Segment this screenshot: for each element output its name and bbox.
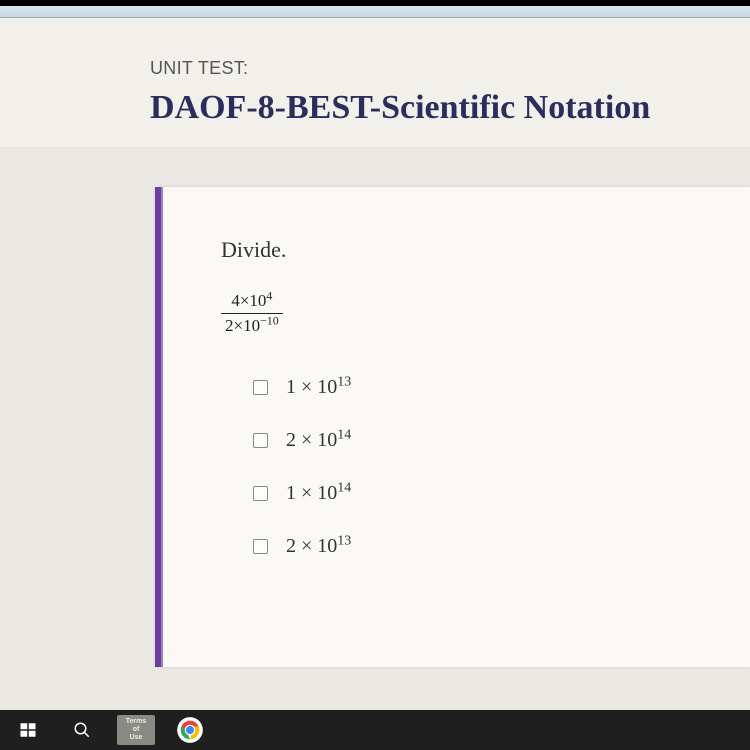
checkbox-icon[interactable]: [253, 539, 268, 554]
expression-fraction: 4×104 2×10−10: [221, 291, 283, 336]
denominator-base: 2×10: [225, 316, 260, 335]
fraction-numerator: 4×104: [221, 291, 283, 314]
option-coef: 1: [286, 482, 296, 504]
option-3[interactable]: 1 × 1014: [253, 482, 710, 505]
numerator-exponent: 4: [266, 288, 272, 302]
checkbox-icon[interactable]: [253, 433, 268, 448]
denominator-exponent: −10: [260, 313, 279, 327]
content-wrapper: Divide. 4×104 2×10−10 1 × 1013: [0, 147, 750, 667]
option-exp: 14: [337, 480, 351, 495]
search-icon: [73, 721, 91, 739]
option-coef: 1: [286, 376, 296, 398]
terms-icon: TermsofUse: [117, 715, 155, 745]
option-text: 1 × 1013: [286, 376, 351, 399]
search-button[interactable]: [62, 714, 102, 746]
option-2[interactable]: 2 × 1014: [253, 429, 710, 452]
windows-icon: [19, 721, 37, 739]
option-4[interactable]: 2 × 1013: [253, 535, 710, 558]
browser-top-bar: [0, 6, 750, 18]
answer-options: 1 × 1013 2 × 1014 1 × 1014: [253, 376, 710, 558]
windows-taskbar[interactable]: TermsofUse: [0, 710, 750, 750]
option-exp: 14: [337, 427, 351, 442]
option-base: × 10: [296, 482, 337, 504]
option-exp: 13: [337, 533, 351, 548]
unit-test-label: UNIT TEST:: [150, 58, 730, 79]
option-coef: 2: [286, 429, 296, 451]
terms-label: TermsofUse: [117, 718, 155, 742]
option-1[interactable]: 1 × 1013: [253, 376, 710, 399]
page-header: UNIT TEST: DAOF-8-BEST-Scientific Notati…: [0, 18, 750, 147]
terms-of-use-button[interactable]: TermsofUse: [116, 714, 156, 746]
option-base: × 10: [296, 429, 337, 451]
chrome-icon: [176, 716, 204, 744]
question-card: Divide. 4×104 2×10−10 1 × 1013: [155, 187, 750, 667]
start-button[interactable]: [8, 714, 48, 746]
option-exp: 13: [337, 374, 351, 389]
fraction-denominator: 2×10−10: [221, 314, 283, 336]
option-coef: 2: [286, 535, 296, 557]
option-base: × 10: [296, 376, 337, 398]
option-text: 1 × 1014: [286, 482, 351, 505]
numerator-base: 4×10: [231, 291, 266, 310]
checkbox-icon[interactable]: [253, 486, 268, 501]
option-base: × 10: [296, 535, 337, 557]
chrome-button[interactable]: [170, 714, 210, 746]
checkbox-icon[interactable]: [253, 380, 268, 395]
question-prompt: Divide.: [221, 237, 710, 263]
screen-area: UNIT TEST: DAOF-8-BEST-Scientific Notati…: [0, 0, 750, 720]
page-title: DAOF-8-BEST-Scientific Notation: [150, 89, 730, 127]
option-text: 2 × 1013: [286, 535, 351, 558]
option-text: 2 × 1014: [286, 429, 351, 452]
